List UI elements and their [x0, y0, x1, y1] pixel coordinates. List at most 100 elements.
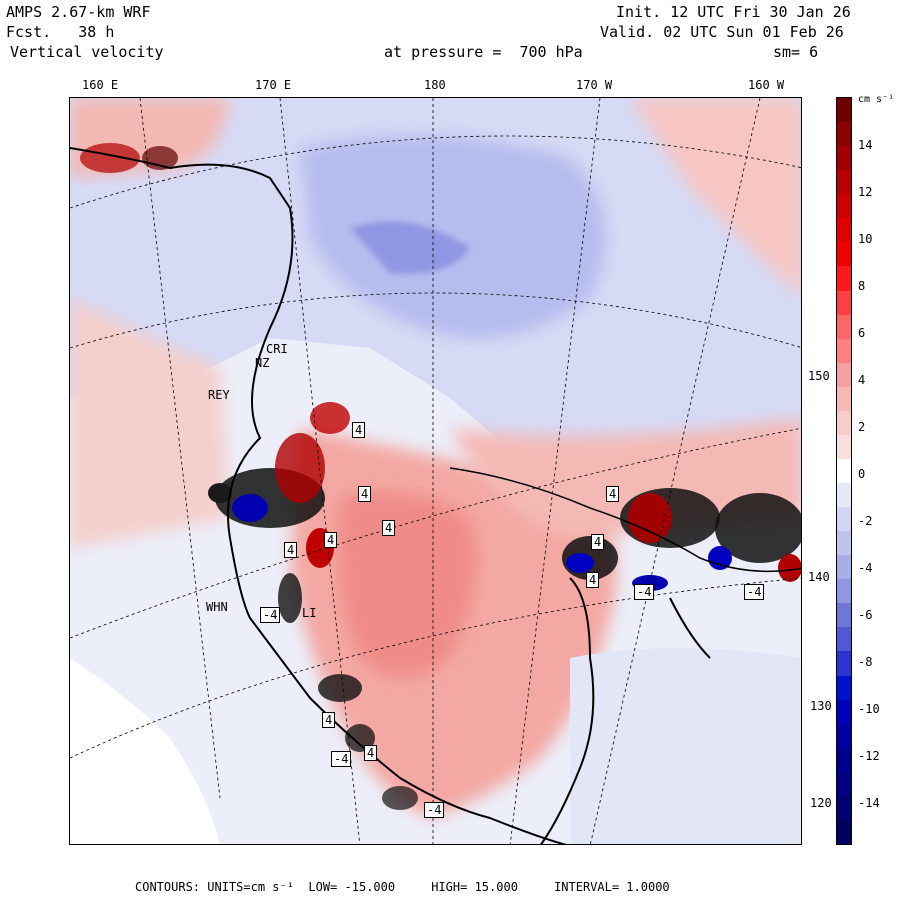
contour-label: 4 [586, 572, 600, 588]
vertical-velocity-map: CRI NZ REY WHN LI 4 4 4 4 4 4 4 4 4 4 -4… [69, 97, 802, 845]
contour-label: -4 [331, 751, 352, 767]
colorbar-segment [837, 122, 851, 147]
negative-swirl [300, 135, 606, 338]
high-label: HIGH= 15.000 [431, 880, 518, 894]
positive-region-northeast [630, 98, 801, 297]
colorbar-tick-label: 8 [858, 279, 866, 293]
contour-label: 4 [324, 532, 338, 548]
colorbar-segment [837, 747, 851, 773]
colorbar-tick-label: 2 [858, 420, 866, 434]
valid-time: Valid. 02 UTC Sun 01 Feb 26 [600, 23, 844, 41]
colorbar-segment [837, 458, 851, 484]
colorbar-segment [837, 98, 851, 123]
colorbar-segment [837, 603, 851, 628]
colorbar-tick-label: 0 [858, 467, 866, 481]
contour-label: -4 [424, 802, 445, 818]
contours-label: CONTOURS: [135, 880, 208, 894]
colorbar-segment [837, 290, 851, 316]
negative-region-southeast [570, 648, 801, 844]
colorbar-tick-label: -12 [858, 749, 880, 763]
lon-label-170e: 170 E [255, 78, 292, 92]
contour-label: -4 [744, 584, 765, 600]
smoothing: sm= 6 [773, 43, 819, 61]
lon-label-170w: 170 W [576, 78, 613, 92]
colorbar-segment [837, 266, 851, 291]
coastline-east [540, 577, 595, 844]
contour-label: -4 [634, 584, 655, 600]
colorbar-tick-label: -10 [858, 702, 880, 716]
positive-region-west [70, 298, 230, 548]
colorbar-segment [837, 555, 851, 580]
lon-label-160e: 160 E [82, 78, 119, 92]
colorbar-segment [837, 194, 851, 219]
convective-cluster-east [562, 488, 801, 591]
station-label-rey: REY [208, 388, 230, 402]
colorbar-segment [837, 338, 851, 364]
negative-core [350, 221, 470, 274]
colorbar-segment [837, 483, 851, 508]
contour-label: 4 [591, 534, 605, 550]
colorbar-segment [837, 699, 851, 725]
lon-label-180: 180 [424, 78, 446, 92]
station-label-whn: WHN [206, 600, 228, 614]
contour-label: 4 [358, 486, 372, 502]
colorbar-tick-label: 6 [858, 326, 866, 340]
colorbar-segment [837, 386, 851, 412]
contour-label: 4 [322, 712, 336, 728]
colorbar-segment [837, 362, 851, 388]
colorbar-segment [837, 627, 851, 652]
colorbar-segment [837, 771, 851, 797]
colorbar-tick-label: 12 [858, 185, 873, 199]
coastline-fragment [669, 597, 711, 659]
init-time: Init. 12 UTC Fri 30 Jan 26 [616, 3, 851, 21]
colorbar-segment [837, 819, 851, 845]
pressure-level: at pressure = 700 hPa [384, 43, 583, 61]
colorbar-segment [837, 242, 851, 267]
colorbar-tick-label: -2 [858, 514, 873, 528]
coastline-west [70, 147, 567, 844]
contour-label: 4 [364, 745, 378, 761]
contour-label: -4 [260, 607, 281, 623]
forecast-hour: Fcst. 38 h [6, 23, 115, 41]
colorbar-segment [837, 579, 851, 604]
colorbar-unit: cm s⁻¹ [858, 94, 895, 105]
colorbar-tick-label: 14 [858, 138, 873, 152]
colorbar-segment [837, 146, 851, 171]
colorbar-segment [837, 531, 851, 556]
land-southwest [70, 658, 220, 844]
colorbar-segment [837, 314, 851, 340]
model-title: AMPS 2.67-km WRF [6, 3, 151, 21]
colorbar-segment [837, 410, 851, 436]
colorbar-tick-label: 10 [858, 232, 873, 246]
contour-label: 4 [352, 422, 366, 438]
lon-label-160w: 160 W [748, 78, 785, 92]
colorbar-tick-label: -6 [858, 608, 873, 622]
station-label-nz: NZ [255, 356, 270, 370]
colorbar-tick-label: -14 [858, 796, 880, 810]
interval-label: INTERVAL= 1.0000 [554, 880, 670, 894]
contour-info: CONTOURS: UNITS=cm s⁻¹ LOW= -15.000 HIGH… [135, 880, 670, 894]
colorbar-tick-label: -8 [858, 655, 873, 669]
colorbar-tick-label: 4 [858, 373, 866, 387]
contour-label: 4 [382, 520, 396, 536]
low-label: LOW= -15.000 [308, 880, 396, 894]
units-label: UNITS=cm s⁻¹ [207, 880, 294, 894]
colorbar-tick-label: -4 [858, 561, 873, 575]
station-label-cri: CRI [266, 342, 288, 356]
contour-label: 4 [284, 542, 298, 558]
map-svg [70, 98, 801, 844]
graticule [70, 98, 801, 844]
station-label-li: LI [302, 606, 317, 620]
colorbar-segment [837, 723, 851, 749]
contour-label: 4 [606, 486, 620, 502]
ice-shelf-front [449, 467, 801, 573]
colorbar-segment [837, 795, 851, 821]
colorbar-segment [837, 170, 851, 195]
colorbar-segment [837, 507, 851, 532]
colorbar-segment [837, 675, 851, 701]
field-name: Vertical velocity [10, 43, 164, 61]
positive-core-central [337, 491, 477, 678]
colorbar [836, 97, 852, 845]
colorbar-segment [837, 218, 851, 243]
colorbar-segment [837, 434, 851, 460]
